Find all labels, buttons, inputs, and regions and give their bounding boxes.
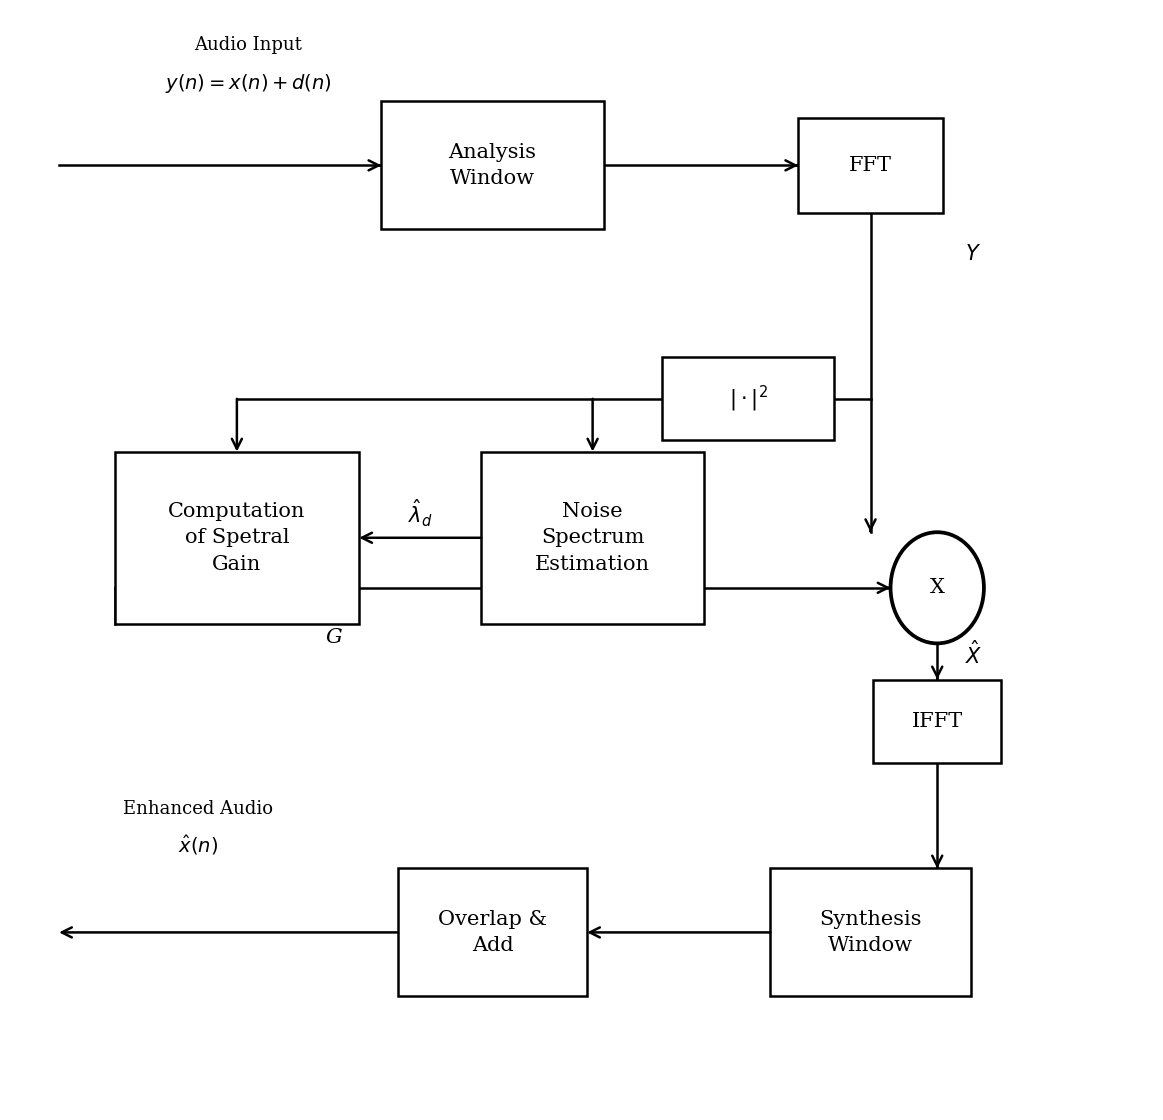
Text: X: X — [929, 578, 944, 597]
FancyBboxPatch shape — [481, 451, 704, 624]
Text: Analysis
Window: Analysis Window — [449, 142, 536, 188]
FancyBboxPatch shape — [398, 868, 587, 997]
FancyBboxPatch shape — [662, 357, 834, 440]
Text: Computation
of Spetral
Gain: Computation of Spetral Gain — [169, 502, 306, 573]
Text: $y(n) = x(n) + d(n)$: $y(n) = x(n) + d(n)$ — [164, 73, 331, 95]
FancyBboxPatch shape — [770, 868, 971, 997]
Text: $\hat{\lambda}_d$: $\hat{\lambda}_d$ — [408, 497, 433, 529]
Ellipse shape — [891, 532, 984, 643]
Text: Noise
Spectrum
Estimation: Noise Spectrum Estimation — [535, 502, 650, 573]
Text: $|\cdot|^2$: $|\cdot|^2$ — [729, 384, 768, 414]
Text: IFFT: IFFT — [912, 711, 963, 730]
Text: Enhanced Audio: Enhanced Audio — [123, 800, 273, 818]
Text: $\hat{x}(n)$: $\hat{x}(n)$ — [178, 833, 217, 857]
FancyBboxPatch shape — [381, 102, 604, 230]
Text: $Y$: $Y$ — [965, 244, 982, 264]
Text: FFT: FFT — [849, 156, 892, 175]
FancyBboxPatch shape — [798, 118, 943, 213]
Text: Audio Input: Audio Input — [194, 36, 302, 54]
Text: G: G — [326, 627, 342, 646]
Text: Synthesis
Window: Synthesis Window — [819, 909, 922, 955]
Text: Overlap &
Add: Overlap & Add — [438, 909, 547, 955]
FancyBboxPatch shape — [115, 451, 359, 624]
Text: $\hat{X}$: $\hat{X}$ — [965, 641, 983, 669]
FancyBboxPatch shape — [873, 680, 1001, 763]
